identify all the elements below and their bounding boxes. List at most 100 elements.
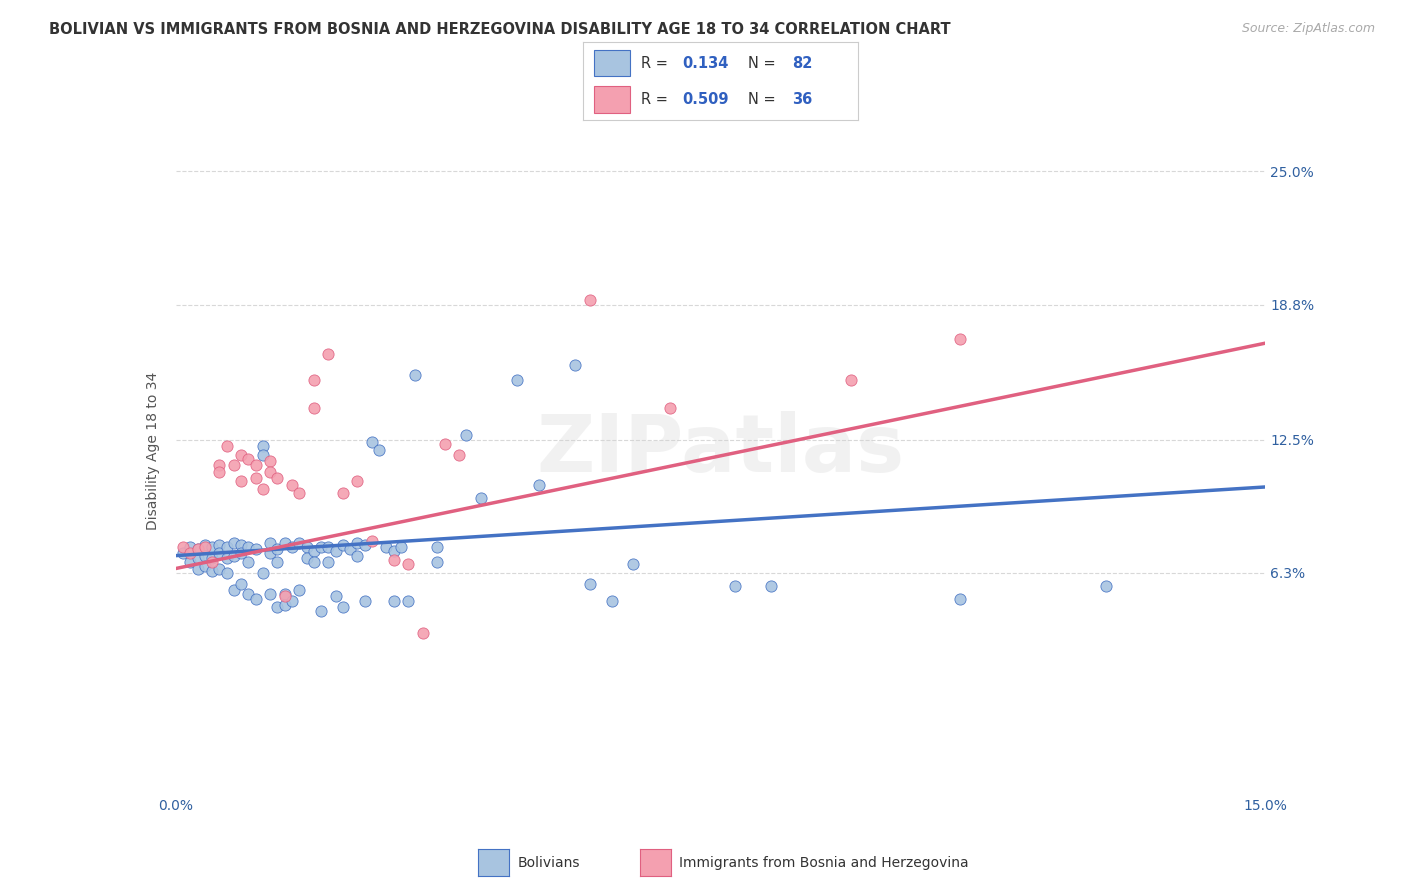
Point xyxy=(949,332,972,346)
Point xyxy=(231,546,253,561)
Point xyxy=(841,373,863,387)
Point xyxy=(761,579,783,593)
Point xyxy=(579,576,602,591)
Point xyxy=(208,561,231,575)
Point xyxy=(339,542,361,557)
Point xyxy=(186,561,209,575)
Point xyxy=(179,546,201,561)
Point xyxy=(426,540,449,554)
Point xyxy=(222,458,245,473)
Point xyxy=(266,600,288,615)
Point xyxy=(274,587,297,601)
Point xyxy=(382,593,405,607)
Text: Source: ZipAtlas.com: Source: ZipAtlas.com xyxy=(1241,22,1375,36)
Point xyxy=(252,439,274,453)
Point xyxy=(302,401,325,415)
FancyBboxPatch shape xyxy=(595,50,630,77)
Point xyxy=(353,538,375,552)
Point xyxy=(259,546,281,561)
Point xyxy=(245,458,267,473)
Point xyxy=(288,535,311,549)
Point xyxy=(215,566,238,580)
Text: 82: 82 xyxy=(792,55,813,70)
Point xyxy=(302,373,325,387)
Point xyxy=(222,549,245,563)
Text: Immigrants from Bosnia and Herzegovina: Immigrants from Bosnia and Herzegovina xyxy=(679,855,969,870)
Point xyxy=(564,358,586,372)
Point xyxy=(274,590,297,604)
Point xyxy=(281,540,304,554)
Point xyxy=(259,465,281,479)
Point xyxy=(231,538,253,552)
Point xyxy=(325,590,347,604)
Point xyxy=(194,540,217,554)
Point xyxy=(382,553,405,567)
Point xyxy=(259,587,281,601)
Text: ZIPatlas: ZIPatlas xyxy=(537,411,904,490)
Point xyxy=(309,540,332,554)
Point xyxy=(252,566,274,580)
Point xyxy=(172,546,194,561)
Text: R =: R = xyxy=(641,55,678,70)
Point xyxy=(309,604,332,618)
Point xyxy=(266,471,288,485)
Point xyxy=(724,579,747,593)
Point xyxy=(252,448,274,462)
Point xyxy=(238,587,260,601)
Point xyxy=(456,428,478,442)
Point xyxy=(201,550,224,565)
Point xyxy=(186,542,209,557)
Point xyxy=(281,593,304,607)
Text: R =: R = xyxy=(641,92,672,107)
Point xyxy=(231,474,253,488)
Text: 0.509: 0.509 xyxy=(682,92,728,107)
Point xyxy=(346,549,368,563)
Point xyxy=(302,555,325,569)
Point xyxy=(396,593,419,607)
Point xyxy=(208,465,231,479)
Point xyxy=(215,550,238,565)
Point xyxy=(470,491,492,505)
Point xyxy=(368,443,391,458)
Point xyxy=(527,478,550,492)
Point xyxy=(208,546,231,561)
Point xyxy=(222,582,245,597)
Point xyxy=(579,293,602,308)
Point xyxy=(194,559,217,574)
Point xyxy=(1094,579,1116,593)
Text: Bolivians: Bolivians xyxy=(517,855,579,870)
Point xyxy=(447,448,470,462)
Point xyxy=(274,598,297,612)
Point xyxy=(194,549,217,563)
Point xyxy=(208,538,231,552)
Point xyxy=(288,582,311,597)
Point xyxy=(426,555,449,569)
Text: 0.134: 0.134 xyxy=(682,55,728,70)
Point xyxy=(433,437,456,451)
Point xyxy=(238,452,260,467)
Point xyxy=(375,540,398,554)
Point xyxy=(389,540,412,554)
Point xyxy=(658,401,681,415)
Point xyxy=(396,558,419,572)
Y-axis label: Disability Age 18 to 34: Disability Age 18 to 34 xyxy=(146,371,160,530)
Text: N =: N = xyxy=(748,92,780,107)
Point xyxy=(949,591,972,606)
Point xyxy=(353,593,375,607)
Point xyxy=(186,550,209,565)
Point xyxy=(382,544,405,558)
Point xyxy=(288,486,311,500)
Point xyxy=(215,540,238,554)
Point xyxy=(259,535,281,549)
Point xyxy=(215,439,238,453)
Point xyxy=(201,540,224,554)
Point xyxy=(172,540,194,554)
Point xyxy=(266,542,288,557)
Point xyxy=(600,593,623,607)
Point xyxy=(346,535,368,549)
Point xyxy=(346,474,368,488)
Point xyxy=(302,544,325,558)
Point xyxy=(201,555,224,569)
Point xyxy=(231,576,253,591)
Point xyxy=(332,538,354,552)
